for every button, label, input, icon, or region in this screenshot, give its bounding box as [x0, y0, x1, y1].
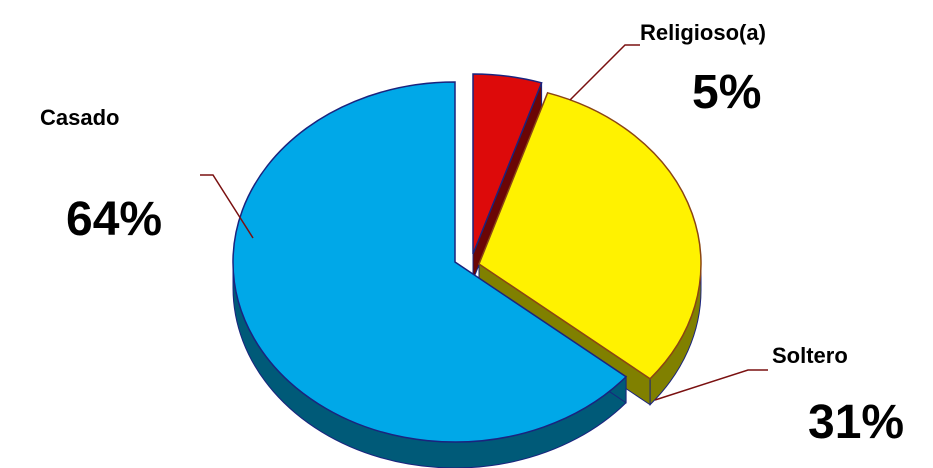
- leader-lines: [200, 44, 768, 401]
- slice-label-religioso: Religioso(a): [640, 20, 766, 45]
- leader-soltero: [654, 369, 768, 401]
- slice-tops: [232, 73, 702, 443]
- slice-casado: [232, 81, 628, 443]
- slice-value-soltero: 31%: [808, 396, 904, 449]
- slice-label-casado: Casado: [40, 105, 119, 130]
- slice-religioso: [472, 73, 543, 255]
- leader-religioso: [569, 44, 640, 101]
- leader-casado: [200, 174, 254, 239]
- slice-label-soltero: Soltero: [772, 343, 848, 368]
- slice-soltero: [478, 91, 702, 380]
- slice-value-religioso: 5%: [692, 66, 761, 119]
- slice-value-casado: 64%: [66, 193, 162, 246]
